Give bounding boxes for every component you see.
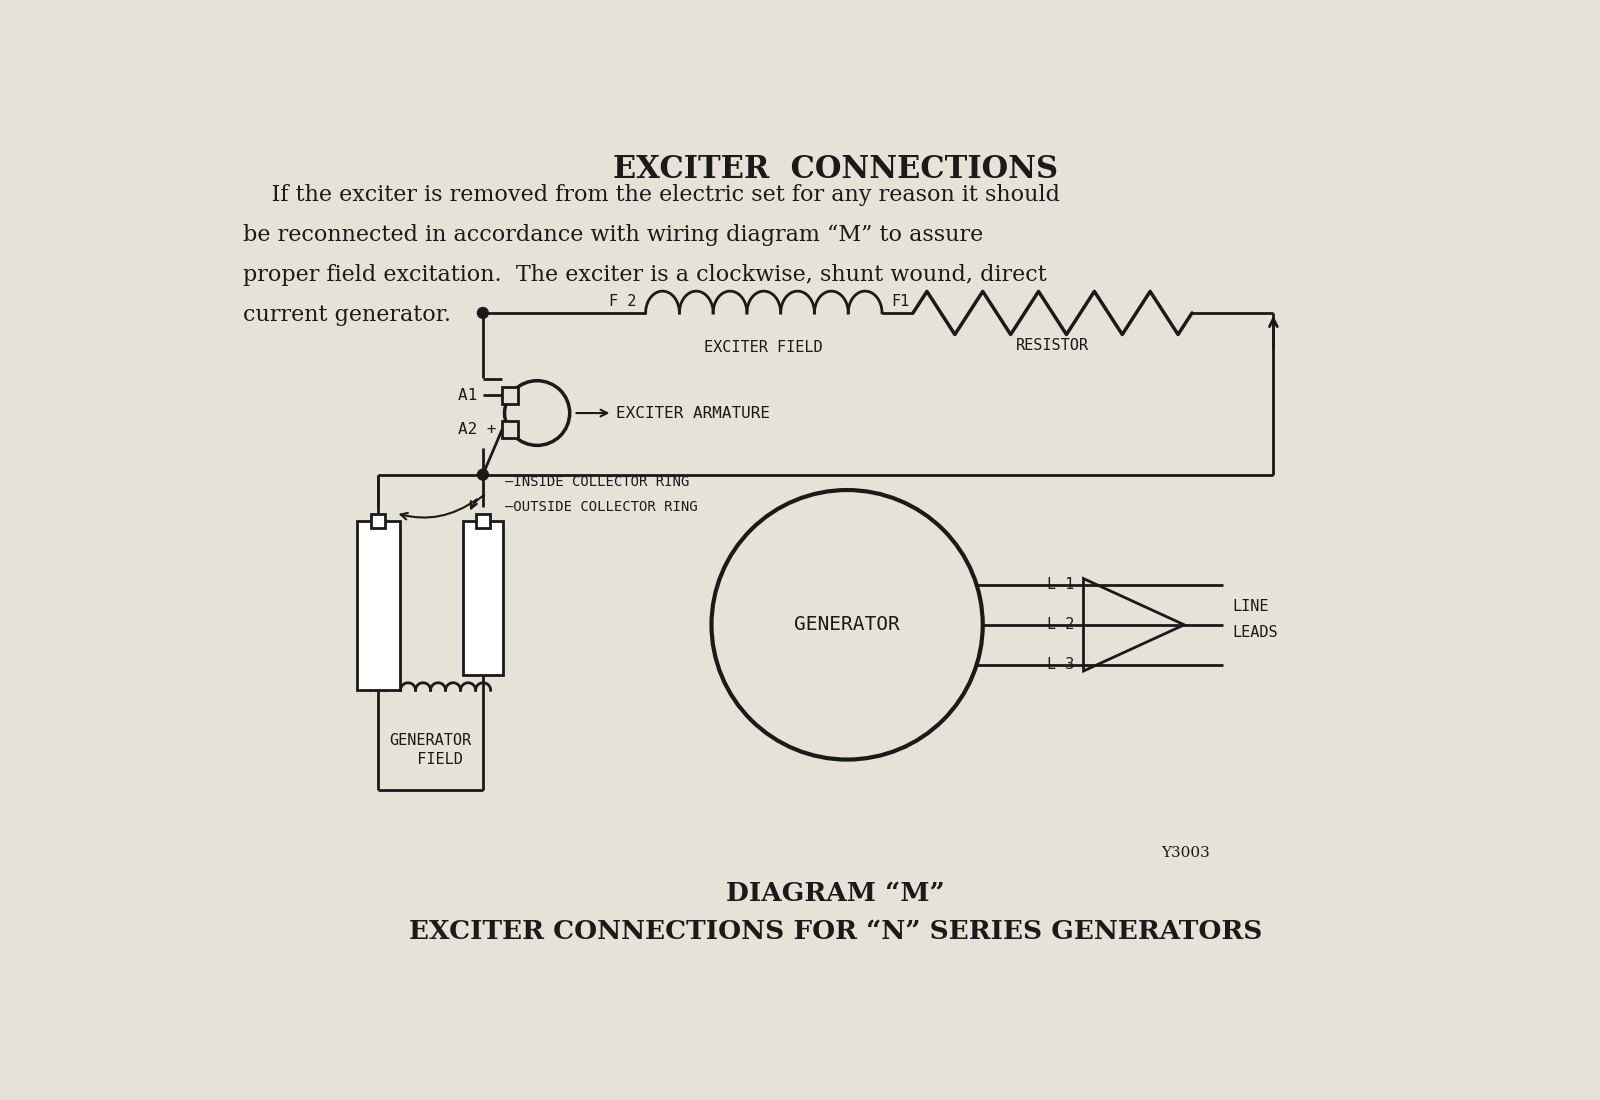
Text: LEADS: LEADS [1232, 625, 1278, 640]
Text: be reconnected in accordance with wiring diagram “M” to assure: be reconnected in accordance with wiring… [243, 224, 982, 246]
Text: —OUTSIDE COLLECTOR RING: —OUTSIDE COLLECTOR RING [504, 500, 698, 514]
Text: EXCITER  CONNECTIONS: EXCITER CONNECTIONS [613, 154, 1058, 185]
Text: RESISTOR: RESISTOR [1016, 338, 1090, 353]
Text: A2 +: A2 + [458, 421, 496, 437]
Text: A1 -: A1 - [458, 388, 496, 403]
Text: L 3: L 3 [1046, 658, 1074, 672]
Circle shape [712, 491, 982, 759]
Bar [502, 387, 518, 404]
Text: EXCITER FIELD: EXCITER FIELD [704, 340, 822, 355]
Bar [462, 520, 502, 674]
Text: GENERATOR
  FIELD: GENERATOR FIELD [389, 733, 472, 768]
Bar [475, 514, 490, 528]
Text: EXCITER CONNECTIONS FOR “N” SERIES GENERATORS: EXCITER CONNECTIONS FOR “N” SERIES GENER… [410, 920, 1262, 944]
Text: DIAGRAM “M”: DIAGRAM “M” [726, 881, 946, 906]
Text: F 2: F 2 [610, 294, 637, 309]
Circle shape [504, 381, 570, 446]
Text: current generator.: current generator. [243, 305, 451, 327]
Text: If the exciter is removed from the electric set for any reason it should: If the exciter is removed from the elect… [243, 185, 1059, 207]
Bar [371, 514, 386, 528]
Text: L 1: L 1 [1046, 578, 1074, 592]
Text: —INSIDE COLLECTOR RING: —INSIDE COLLECTOR RING [504, 475, 690, 490]
Text: proper field excitation.  The exciter is a clockwise, shunt wound, direct: proper field excitation. The exciter is … [243, 264, 1046, 286]
Bar [502, 421, 518, 438]
Text: F1: F1 [891, 294, 909, 309]
Text: L 2: L 2 [1046, 617, 1074, 632]
Circle shape [477, 470, 488, 480]
Text: Y3003: Y3003 [1162, 846, 1210, 860]
Text: LINE: LINE [1232, 598, 1269, 614]
Text: EXCITER ARMATURE: EXCITER ARMATURE [616, 406, 770, 420]
Text: GENERATOR: GENERATOR [794, 615, 899, 635]
Circle shape [477, 308, 488, 318]
Bar [357, 521, 400, 691]
